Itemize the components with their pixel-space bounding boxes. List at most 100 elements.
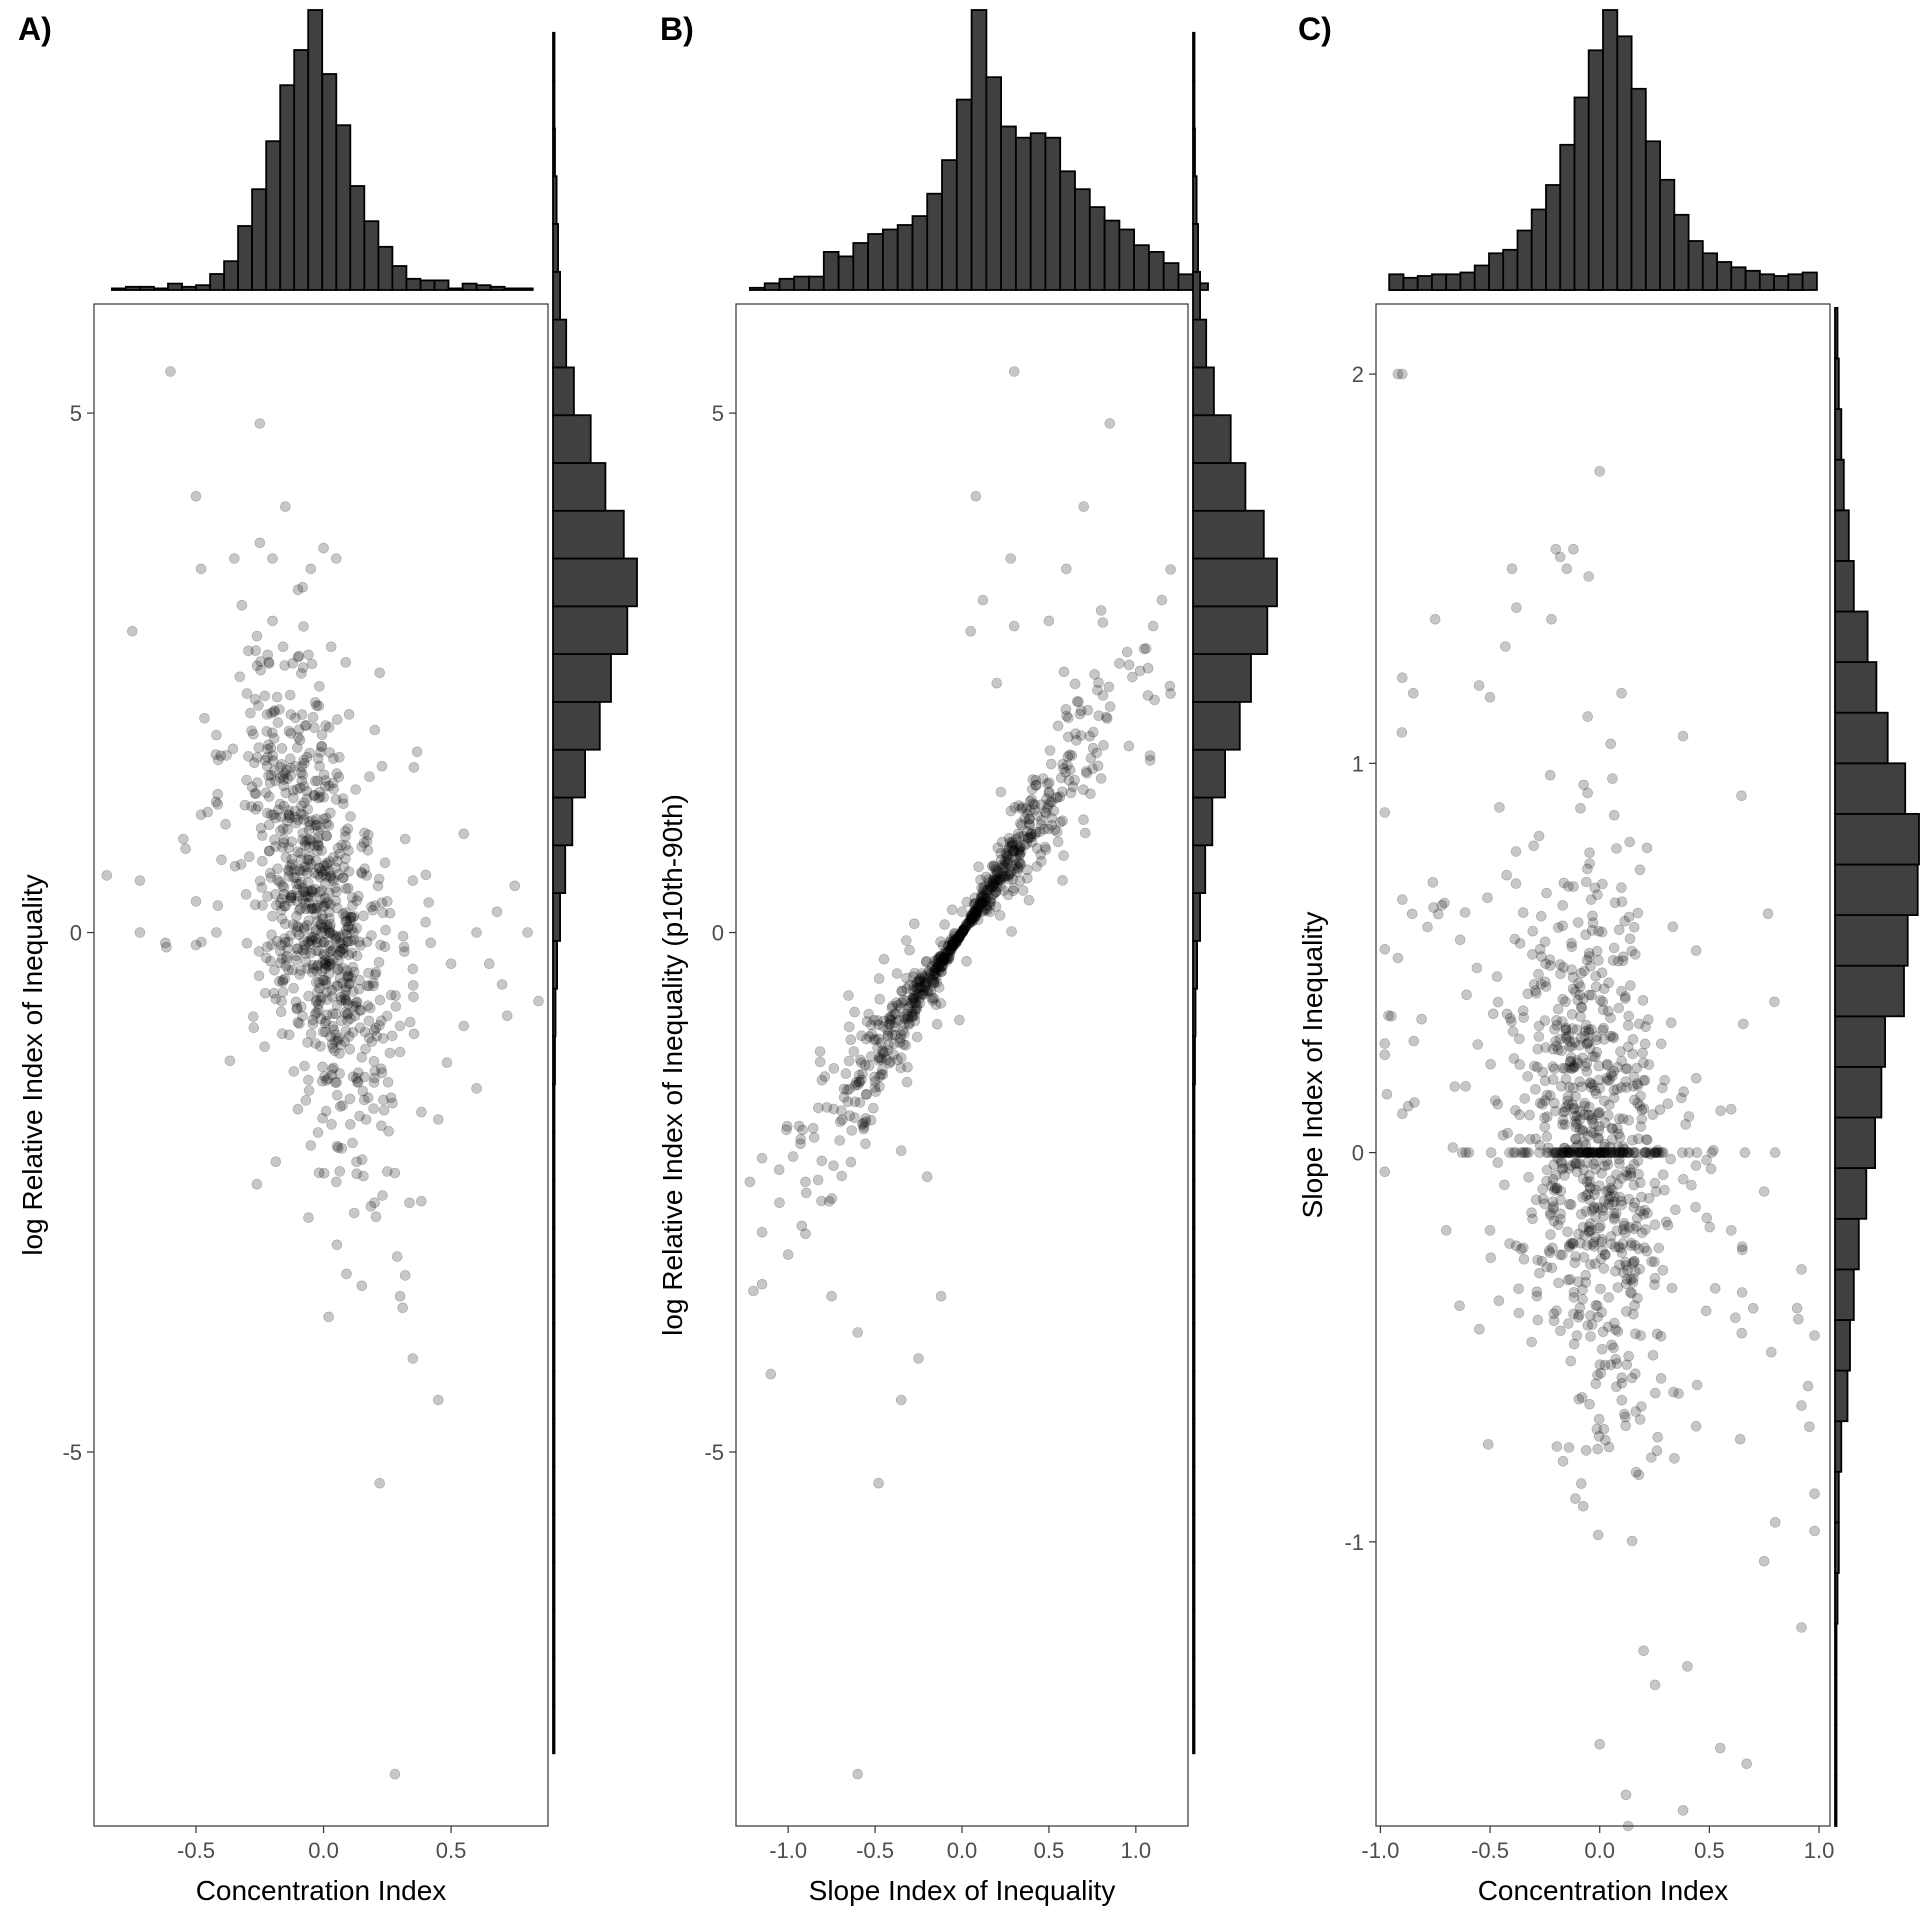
scatter-point xyxy=(1657,1169,1669,1180)
scatter-point xyxy=(1575,1147,1587,1158)
scatter-point xyxy=(356,1154,368,1165)
scatter-point xyxy=(1583,1147,1594,1158)
scatter-point xyxy=(339,989,350,1001)
histogram-bar xyxy=(852,242,869,291)
scatter-point xyxy=(1544,960,1556,971)
scatter-point xyxy=(1796,1264,1807,1275)
y-marginal-histogram xyxy=(1192,31,1278,1755)
scatter-point xyxy=(934,957,945,969)
scatter-point xyxy=(1098,740,1109,751)
scatter-point xyxy=(861,1016,873,1027)
scatter-point xyxy=(1541,887,1552,899)
scatter-point xyxy=(1582,1146,1593,1158)
scatter-point xyxy=(397,1302,409,1314)
scatter-point xyxy=(1656,1038,1667,1050)
scatter-point xyxy=(970,904,982,915)
scatter-point xyxy=(931,1018,943,1030)
scatter-point xyxy=(796,1220,808,1232)
scatter-point xyxy=(1063,712,1074,724)
scatter-point xyxy=(285,892,297,904)
histogram-bar xyxy=(152,287,169,291)
scatter-point xyxy=(947,940,958,952)
scatter-point xyxy=(973,899,984,911)
scatter-point xyxy=(910,997,922,1009)
scatter-point xyxy=(1599,1095,1610,1107)
scatter-point xyxy=(1577,1192,1588,1203)
scatter-point xyxy=(1598,1263,1610,1274)
scatter-point xyxy=(267,750,279,761)
scatter-point xyxy=(988,860,1000,871)
scatter-point xyxy=(1590,981,1602,993)
histogram-bar xyxy=(251,188,268,291)
scatter-point xyxy=(938,955,950,966)
scatter-point xyxy=(1577,1294,1588,1305)
scatter-point xyxy=(958,924,970,935)
scatter-point xyxy=(1591,1031,1602,1042)
scatter-point xyxy=(1001,856,1013,868)
scatter-point xyxy=(888,1049,900,1060)
scatter-point xyxy=(1093,677,1104,688)
histogram-bar xyxy=(1834,964,1905,1018)
scatter-point xyxy=(387,1097,398,1109)
scatter-point xyxy=(1539,1095,1551,1106)
scatter-point xyxy=(989,874,1001,886)
scatter-point xyxy=(339,1007,351,1018)
scatter-point xyxy=(1628,921,1640,933)
scatter-point xyxy=(311,819,323,831)
scatter-point xyxy=(935,966,947,978)
scatter-point xyxy=(274,704,285,715)
scatter-point xyxy=(160,937,171,949)
scatter-point xyxy=(332,1035,344,1047)
scatter-point xyxy=(869,1076,881,1087)
scatter-point xyxy=(1677,1147,1688,1158)
scatter-point xyxy=(272,804,284,816)
scatter-point xyxy=(928,965,940,977)
histogram-bar xyxy=(1602,9,1619,291)
scatter-point xyxy=(1626,1287,1637,1299)
scatter-point xyxy=(886,1010,897,1022)
scatter-point xyxy=(989,870,1001,882)
scatter-point xyxy=(1593,1107,1604,1119)
scatter-point xyxy=(353,936,365,948)
scatter-point xyxy=(408,1028,420,1040)
scatter-point xyxy=(342,1008,354,1019)
scatter-point xyxy=(297,581,309,593)
scatter-point xyxy=(343,921,354,933)
scatter-point xyxy=(1563,1147,1574,1158)
histogram-bar xyxy=(552,318,568,369)
scatter-point xyxy=(314,982,325,994)
scatter-point xyxy=(279,918,291,930)
scatter-point xyxy=(954,932,965,943)
scatter-point xyxy=(295,1001,307,1013)
histogram-bar xyxy=(552,1178,556,1229)
scatter-point xyxy=(988,880,999,892)
scatter-point xyxy=(1621,1170,1633,1181)
scatter-point xyxy=(1762,908,1774,920)
scatter-point xyxy=(914,976,925,988)
scatter-point xyxy=(1497,1130,1509,1141)
scatter-point xyxy=(958,924,970,935)
scatter-point xyxy=(869,1082,881,1093)
scatter-point xyxy=(845,1034,857,1046)
scatter-point xyxy=(1075,730,1087,741)
scatter-point xyxy=(296,709,308,720)
scatter-point xyxy=(326,1069,338,1081)
scatter-point xyxy=(1607,955,1619,966)
scatter-point xyxy=(249,757,260,769)
scatter-point xyxy=(1023,813,1035,825)
x-marginal-histogram xyxy=(749,9,1209,291)
scatter-point xyxy=(898,1011,910,1023)
scatter-point xyxy=(1569,1111,1580,1122)
scatter-point xyxy=(279,660,291,671)
scatter-point xyxy=(1578,1164,1590,1175)
scatter-point xyxy=(329,933,341,945)
scatter-point xyxy=(1628,1179,1640,1191)
scatter-point xyxy=(318,937,330,948)
scatter-point xyxy=(935,961,947,973)
histogram-bar xyxy=(1834,458,1845,512)
scatter-point xyxy=(1594,1359,1606,1370)
scatter-point xyxy=(361,980,373,992)
scatter-point xyxy=(1061,710,1072,722)
scatter-point xyxy=(298,754,310,766)
scatter-point xyxy=(375,1063,387,1075)
